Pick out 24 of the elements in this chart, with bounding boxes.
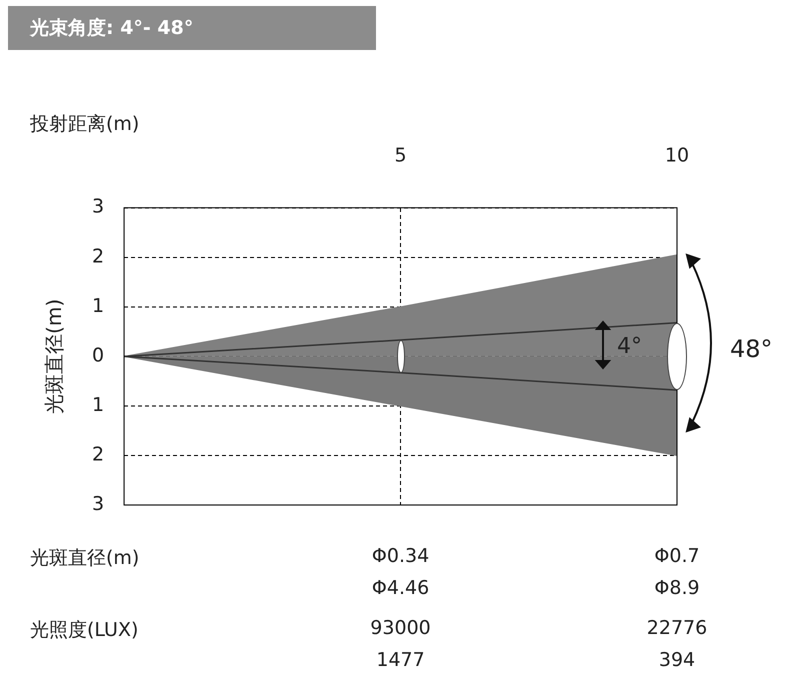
text: Φ0.34	[372, 545, 430, 567]
y-axis-title: 光斑直径(m)	[42, 298, 66, 414]
y-tick-label: 1	[92, 294, 104, 317]
y-tick-label: 3	[92, 492, 104, 515]
text: 光斑直径(m)	[30, 546, 140, 571]
annotation: 4°	[617, 334, 642, 359]
text: 48°	[730, 335, 773, 363]
x-tick-label: 5	[394, 144, 407, 166]
y-tick-label: 2	[92, 245, 104, 268]
chart-title: 光束角度: 4°- 48°	[8, 6, 376, 50]
y-tick-label: 3	[92, 196, 104, 218]
text: 394	[658, 649, 696, 671]
text: 光照度(LUX)	[30, 618, 138, 643]
y-tick-label: 0	[92, 344, 104, 366]
x-axis-title: 投射距离(m)	[30, 112, 140, 137]
text: 93000	[370, 617, 431, 639]
text: Φ4.46	[372, 577, 430, 599]
text: Φ0.7	[654, 545, 700, 567]
x-tick-label: 10	[664, 144, 690, 166]
y-tick-label: 1	[92, 394, 104, 416]
text: Φ8.9	[654, 577, 700, 599]
text: 1477	[376, 649, 425, 671]
y-tick-label: 2	[92, 443, 104, 466]
text: 22776	[646, 617, 708, 639]
